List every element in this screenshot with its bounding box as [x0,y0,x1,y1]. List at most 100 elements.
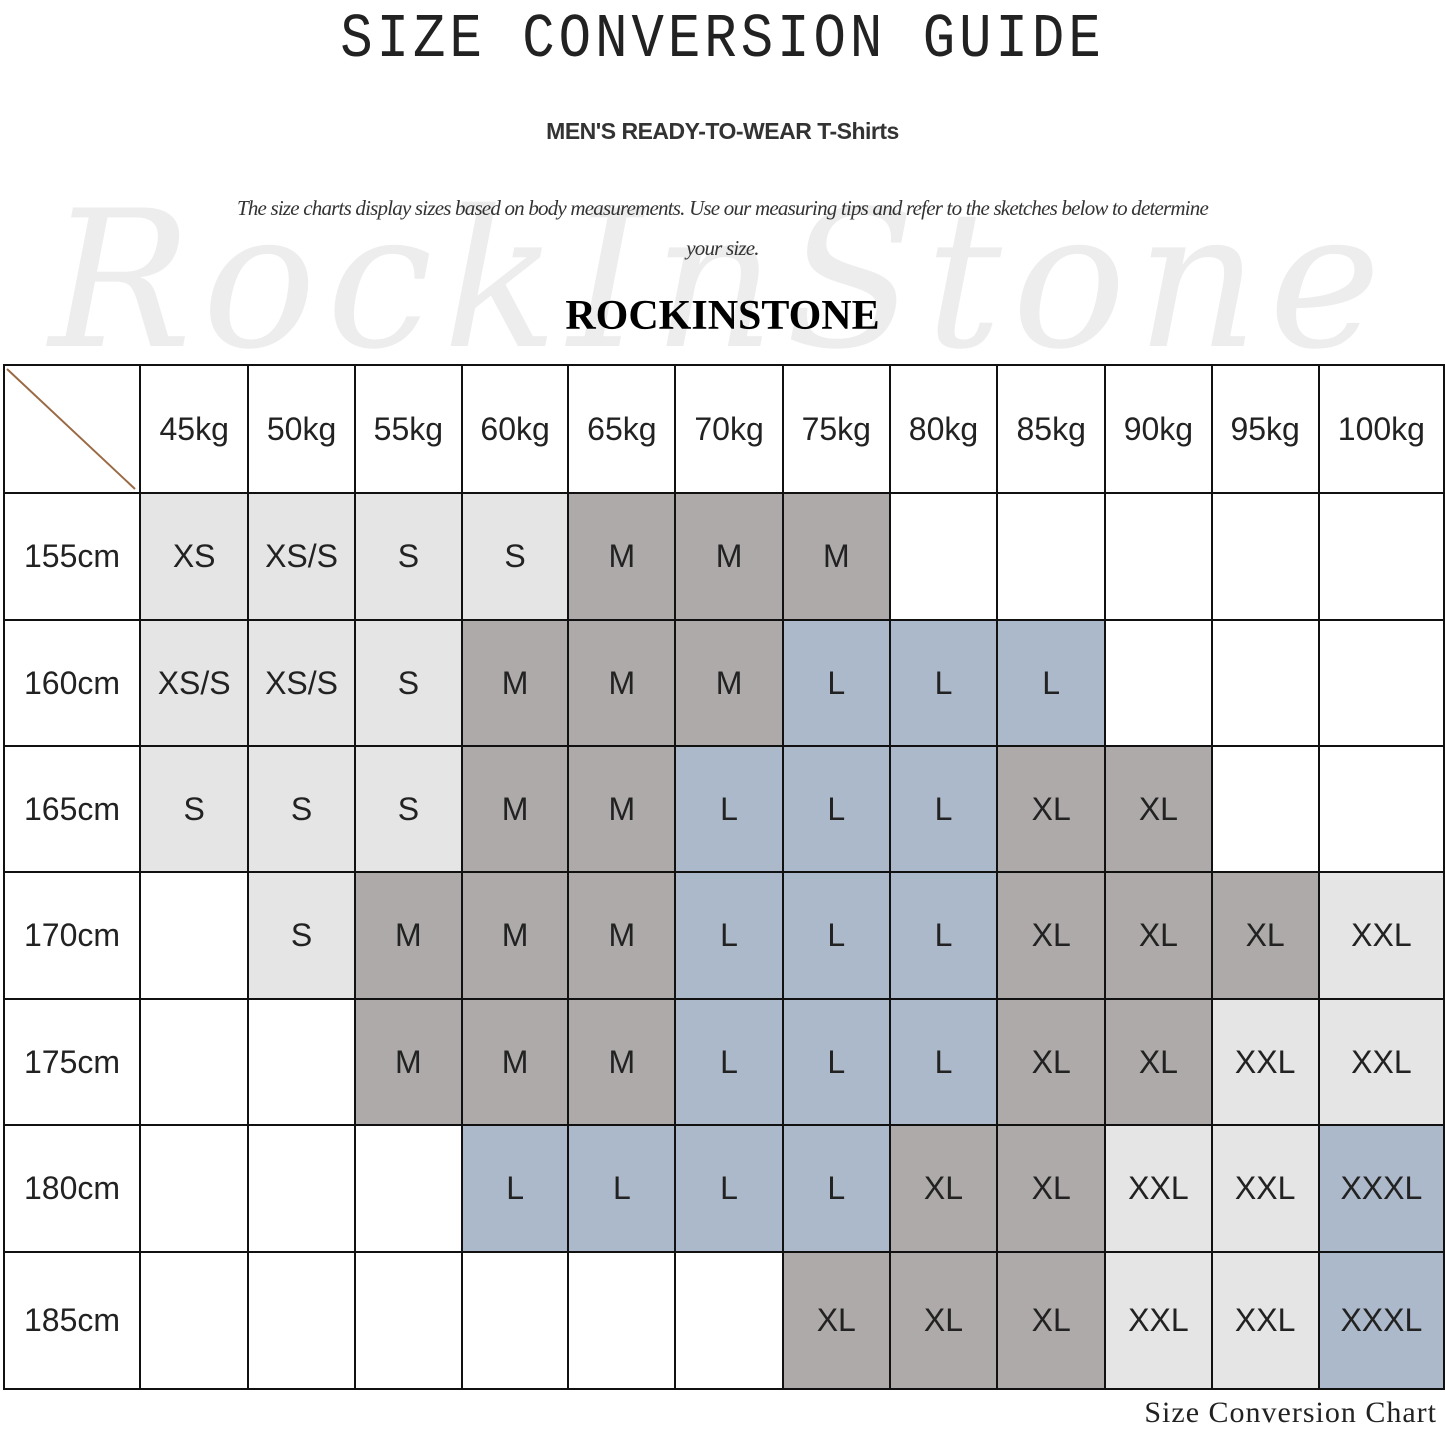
size-cell: L [781,998,891,1126]
header-row: 45kg 50kg 55kg 60kg 65kg 70kg 75kg 80kg 85kg 90kg… [3,364,1445,494]
column-header: 75kg [781,364,891,494]
size-cell: M [567,492,677,621]
empty-cell [138,998,250,1126]
empty-cell [353,1124,463,1253]
size-cell: XXL [1210,1251,1320,1390]
size-cell: L [674,1124,784,1253]
size-cell: S [247,871,356,1000]
size-cell: XXXL [1317,1251,1445,1390]
size-cell: XXL [1104,1124,1213,1253]
empty-cell [1317,745,1445,873]
column-header: 45kg [138,364,250,494]
empty-cell [1210,619,1320,747]
size-cell: XL [1104,745,1213,873]
empty-cell [567,1251,677,1390]
empty-cell [247,1124,356,1253]
footer-caption: Size Conversion Chart [1144,1396,1437,1429]
empty-cell [138,1124,250,1253]
size-cell: M [674,492,784,621]
size-cell: L [781,745,891,873]
size-cell: M [353,871,463,1000]
row-header: 155cm [3,492,141,621]
size-cell: L [781,871,891,1000]
size-cell: L [888,619,999,747]
size-cell: L [996,619,1107,747]
row-header: 175cm [3,998,141,1126]
empty-cell [1317,492,1445,621]
size-cell: XXL [1317,871,1445,1000]
table-row: 175cm M M M L L L XL XL XXL XXL [3,998,1445,1126]
size-cell: L [888,871,999,1000]
column-header: 90kg [1104,364,1213,494]
size-cell: XXXL [1317,1124,1445,1253]
empty-cell [996,492,1107,621]
row-header: 170cm [3,871,141,1000]
size-cell: XL [996,871,1107,1000]
size-cell: XS/S [247,619,356,747]
size-cell: XS/S [247,492,356,621]
size-cell: XXL [1210,1124,1320,1253]
size-cell: XS/S [138,619,250,747]
table-row: 155cm XS XS/S S S M M M [3,492,1445,621]
size-cell: S [353,745,463,873]
size-cell: L [888,998,999,1126]
size-cell: L [888,745,999,873]
row-header: 185cm [3,1251,141,1390]
size-cell: XL [996,998,1107,1126]
size-cell: XL [888,1251,999,1390]
empty-cell [1104,492,1213,621]
size-cell: M [460,871,570,1000]
size-cell: XL [781,1251,891,1390]
size-cell: XL [888,1124,999,1253]
table-row: 160cm XS/S XS/S S M M M L L L [3,619,1445,747]
size-cell: M [567,998,677,1126]
size-cell: L [781,1124,891,1253]
size-cell: XXL [1210,998,1320,1126]
size-cell: M [567,619,677,747]
empty-cell [138,871,250,1000]
column-header: 70kg [674,364,784,494]
size-cell: XL [996,745,1107,873]
size-cell: XXL [1317,998,1445,1126]
size-cell: S [247,745,356,873]
empty-cell [247,998,356,1126]
empty-cell [888,492,999,621]
table-row: 180cm L L L L XL XL XXL XXL XXXL [3,1124,1445,1253]
empty-cell [674,1251,784,1390]
column-header: 60kg [460,364,570,494]
size-table: 45kg 50kg 55kg 60kg 65kg 70kg 75kg 80kg 85kg 90kg… [3,364,1445,1390]
size-cell: XXL [1104,1251,1213,1390]
size-cell: S [353,619,463,747]
column-header: 85kg [996,364,1107,494]
size-cell: M [567,871,677,1000]
size-cell: M [353,998,463,1126]
empty-cell [353,1251,463,1390]
subtitle: MEN'S READY-TO-WEAR T-Shirts [546,118,899,144]
column-header: 80kg [888,364,999,494]
size-cell: XS [138,492,250,621]
size-cell: XL [996,1124,1107,1253]
size-cell: L [781,619,891,747]
brand-name: ROCKINSTONE [565,293,880,339]
size-cell: M [674,619,784,747]
column-header: 95kg [1210,364,1320,494]
row-header: 180cm [3,1124,141,1253]
size-cell: L [460,1124,570,1253]
empty-cell [138,1251,250,1390]
column-header: 55kg [353,364,463,494]
column-header: 50kg [247,364,356,494]
empty-cell [1210,492,1320,621]
size-cell: M [460,998,570,1126]
corner-cell [3,364,141,494]
table-row: 165cm S S S M M L L L XL XL [3,745,1445,873]
size-cell: XL [996,1251,1107,1390]
empty-cell [1317,619,1445,747]
empty-cell [1210,745,1320,873]
size-cell: M [460,745,570,873]
row-header: 165cm [3,745,141,873]
size-cell: L [674,871,784,1000]
size-cell: L [674,998,784,1126]
size-cell: M [567,745,677,873]
column-header: 65kg [567,364,677,494]
size-cell: L [674,745,784,873]
